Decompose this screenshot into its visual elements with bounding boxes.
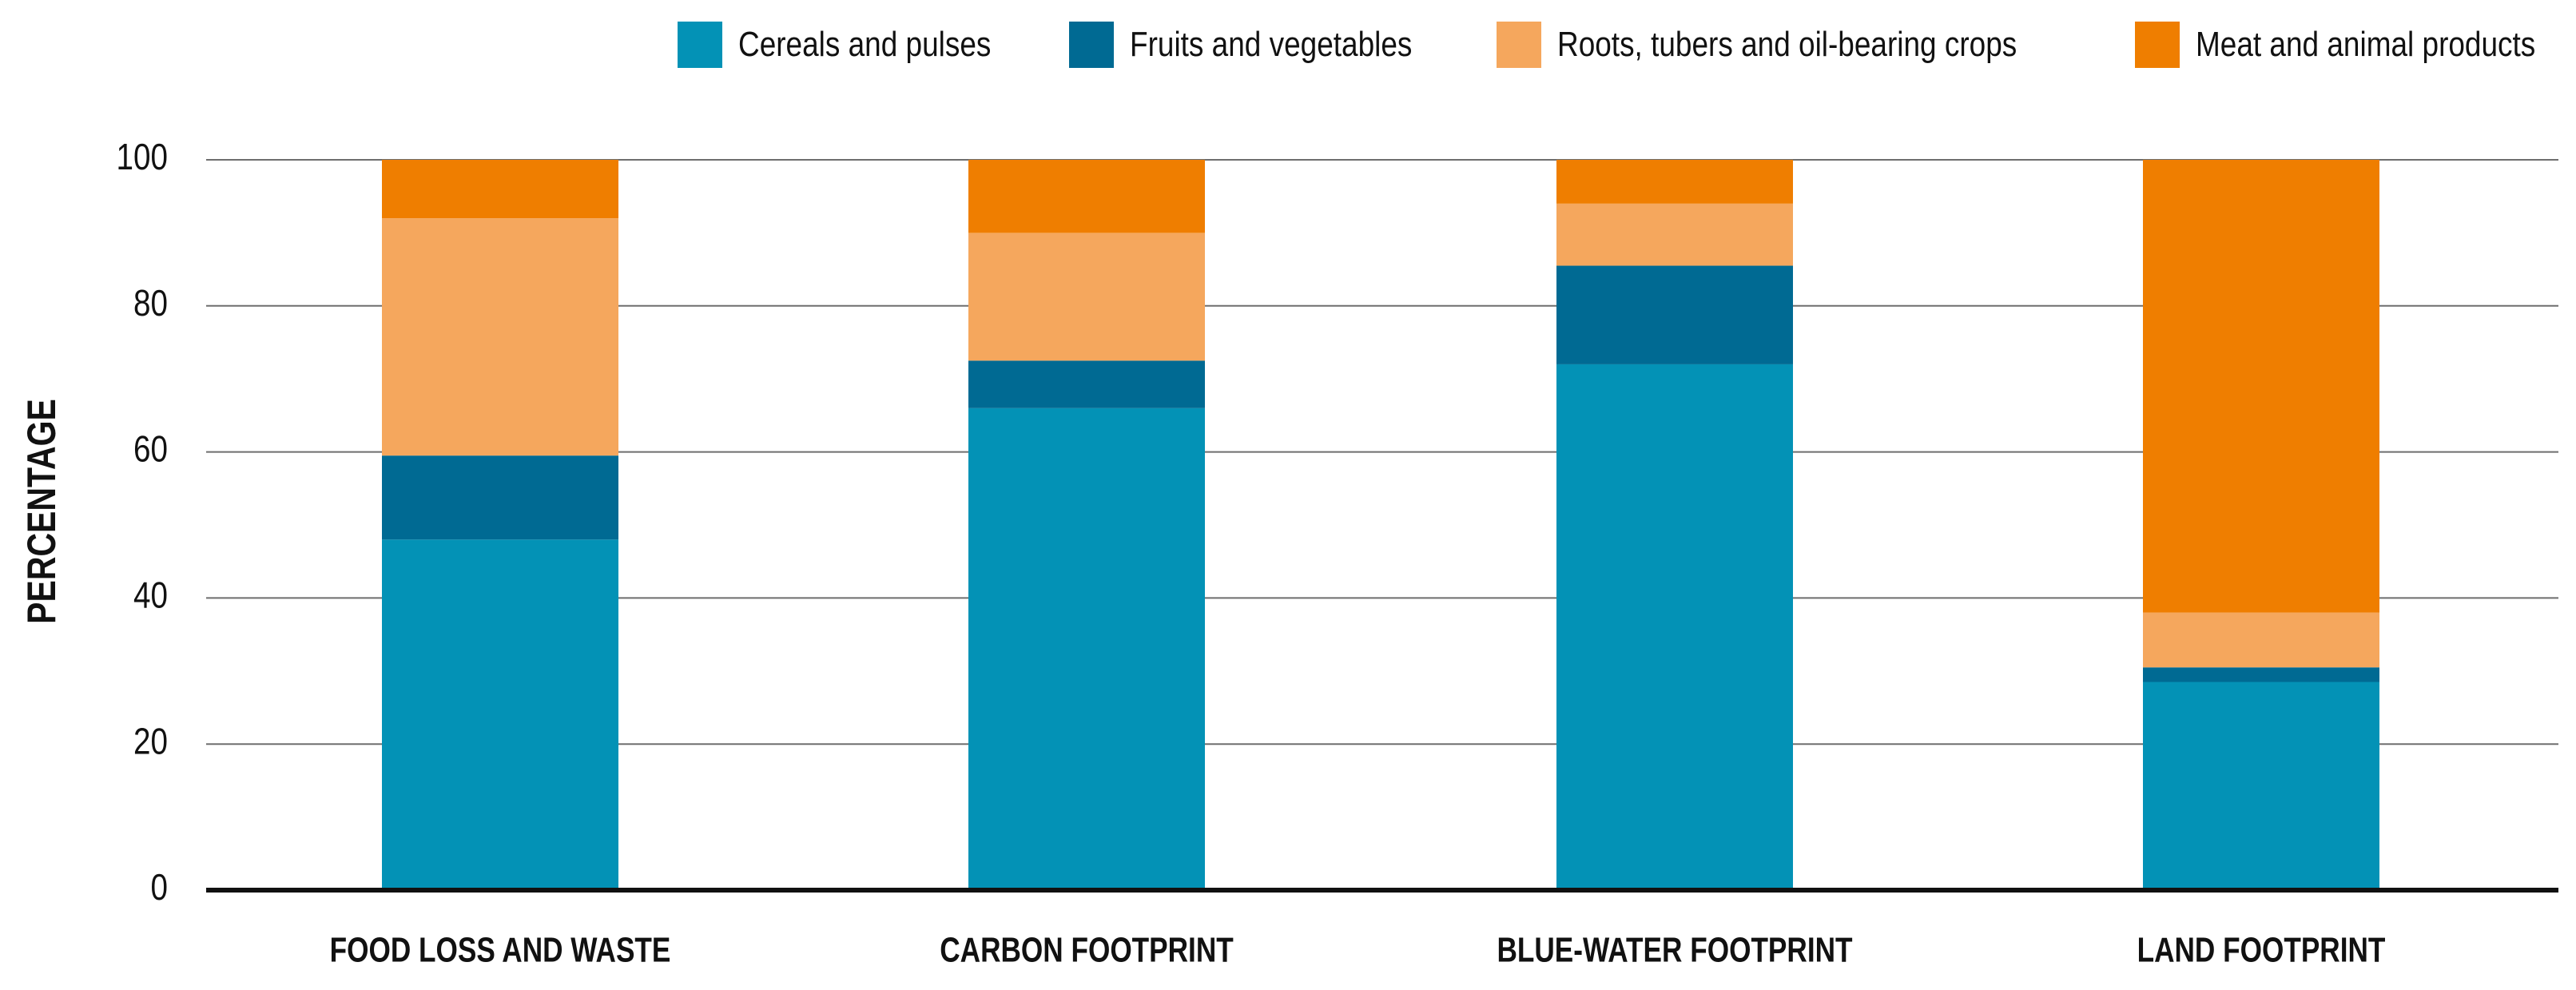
legend-item-roots-tubers-and-oil-bearing-crops: Roots, tubers and oil-bearing crops [1496, 22, 2073, 68]
y-tick-label: 60 [133, 429, 168, 470]
x-tick-label: FOOD LOSS AND WASTE [330, 931, 671, 970]
legend: Cereals and pulses Fruits and vegetables R… [677, 14, 2568, 75]
bar-segment-fruits-and-vegetables [382, 455, 618, 540]
legend-item-cereals-and-pulses: Cereals and pulses [677, 22, 1008, 68]
x-tick-label: LAND FOOTPRINT [2137, 931, 2386, 970]
bar-segment-fruits-and-vegetables [968, 360, 1205, 408]
y-tick-label: 0 [151, 867, 168, 908]
legend-label: Cereals and pulses [737, 25, 991, 64]
axes: 0 20 40 60 80 100 FOOD LOSS AND WASTE CARBON FO… [117, 137, 2558, 970]
bar-segment-roots-tubers-and-oil-bearing-crops [382, 218, 618, 456]
x-tick-label: BLUE-WATER FOOTPRINT [1497, 931, 1852, 970]
y-tick-label: 100 [117, 137, 168, 177]
bar-segment-roots-tubers-and-oil-bearing-crops [1556, 203, 1793, 266]
legend-swatch [1069, 22, 1115, 68]
bar-segment-fruits-and-vegetables [2143, 667, 2379, 682]
legend-swatch [677, 22, 722, 68]
bar-segment-roots-tubers-and-oil-bearing-crops [968, 233, 1205, 361]
x-tick-label: CARBON FOOTPRINT [940, 931, 1233, 970]
bar-segment-meat-and-animal-products [2143, 160, 2379, 613]
bar-segment-fruits-and-vegetables [1556, 265, 1793, 364]
legend-swatch [1496, 22, 1541, 68]
y-tick-label: 40 [133, 575, 168, 615]
y-axis-label: PERCENTAGE [19, 399, 64, 624]
legend-swatch [2134, 22, 2180, 68]
y-tick-label: 20 [133, 721, 168, 761]
legend-item-meat-and-animal-products: Meat and animal products [2134, 22, 2568, 68]
bar-segment-meat-and-animal-products [382, 160, 618, 219]
bar-segment-cereals-and-pulses [1556, 364, 1793, 890]
legend-label: Roots, tubers and oil-bearing crops [1556, 25, 2017, 64]
legend-label: Meat and animal products [2195, 25, 2535, 64]
bar-segment-meat-and-animal-products [968, 160, 1205, 233]
y-tick-label: 80 [133, 283, 168, 324]
bar-segment-cereals-and-pulses [382, 539, 618, 890]
legend-item-fruits-and-vegetables: Fruits and vegetables [1069, 22, 1434, 68]
bar-segment-roots-tubers-and-oil-bearing-crops [2143, 612, 2379, 668]
bar-segment-cereals-and-pulses [968, 408, 1205, 890]
bar-segment-meat-and-animal-products [1556, 160, 1793, 204]
legend-label: Fruits and vegetables [1130, 25, 1413, 64]
bar-segment-cereals-and-pulses [2143, 682, 2379, 890]
bars [382, 160, 2379, 890]
